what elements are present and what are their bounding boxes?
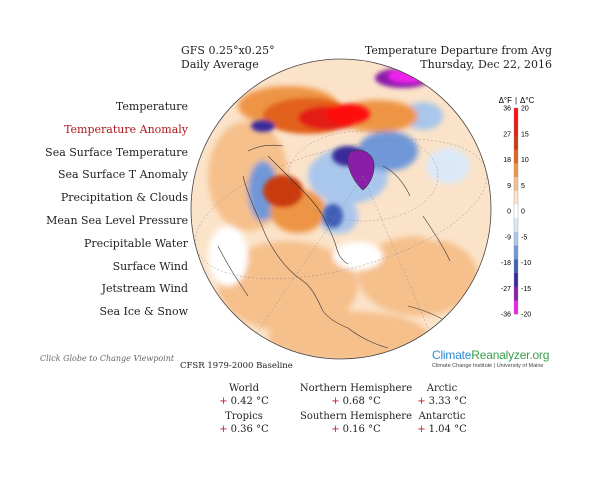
menu-item-precipitation-clouds[interactable]: Precipitation & Clouds xyxy=(60,191,188,205)
stat-label: Northern Hemisphere xyxy=(299,383,413,394)
legend-tick-f: 9 xyxy=(507,183,511,190)
model-resolution: GFS 0.25°x0.25° xyxy=(181,44,275,57)
stat-value: 0.68 °C xyxy=(342,396,381,407)
legend-swatch xyxy=(514,108,518,123)
stat-tropics: Tropics +0.36 °C xyxy=(184,410,304,436)
legend-frame xyxy=(513,107,519,315)
stat-sign: + xyxy=(417,424,426,435)
legend-swatch xyxy=(514,259,518,274)
legend-swatch xyxy=(514,286,518,301)
legend-tick-c: -20 xyxy=(521,312,531,319)
legend-tick-c: -15 xyxy=(521,286,531,293)
stat-southern-hemisphere: Southern Hemisphere +0.16 °C xyxy=(296,410,416,436)
legend-tick-c: -5 xyxy=(521,234,527,241)
stat-sign: + xyxy=(417,396,426,407)
stat-value: 0.36 °C xyxy=(230,424,269,435)
stat-northern-hemisphere: Northern Hemisphere +0.68 °C xyxy=(296,382,416,408)
globe-hint: Click Globe to Change Viewpoint xyxy=(40,354,175,363)
legend-colorbar xyxy=(513,107,519,315)
legend-tick-f: 0 xyxy=(507,209,511,216)
menu-item-mean-sea-level-pressure[interactable]: Mean Sea Level Pressure xyxy=(46,213,188,227)
legend-swatch xyxy=(514,300,518,315)
legend-swatch xyxy=(514,149,518,164)
legend-header-sep: | xyxy=(515,96,517,105)
coastlines xyxy=(217,144,457,349)
stat-sign: + xyxy=(331,424,340,435)
menu-item-temperature[interactable]: Temperature xyxy=(115,100,188,113)
anomaly-field xyxy=(191,59,491,359)
stat-sign: + xyxy=(219,424,228,435)
model-period: Daily Average xyxy=(181,58,259,71)
menu-item-temperature-anomaly[interactable]: Temperature Anomaly xyxy=(64,122,188,136)
variable-menu: Temperature Temperature Anomaly Sea Surf… xyxy=(45,96,188,324)
menu-item-sea-surface-temperature[interactable]: Sea Surface Temperature xyxy=(45,145,188,159)
globe[interactable] xyxy=(188,56,494,362)
menu-item-precipitable-water[interactable]: Precipitable Water xyxy=(83,236,188,250)
legend-tick-c: 0 xyxy=(521,209,525,216)
legend-swatch xyxy=(514,204,518,219)
legend-tick-f: -27 xyxy=(501,286,511,293)
legend-tick-f: 27 xyxy=(503,131,511,138)
stat-sign: + xyxy=(219,396,228,407)
stat-label: Southern Hemisphere xyxy=(300,411,412,422)
legend-tick-f: 18 xyxy=(503,157,511,164)
legend-swatch xyxy=(514,176,518,191)
stat-label: Arctic xyxy=(426,383,458,394)
globe-outline xyxy=(190,58,492,360)
globe-map[interactable] xyxy=(188,56,494,362)
legend-swatch xyxy=(514,162,518,177)
legend-swatch xyxy=(514,135,518,150)
legend-header-c: Δ°C xyxy=(520,96,535,105)
legend-swatch xyxy=(514,121,518,136)
map-title: Temperature Departure from Avg xyxy=(364,44,552,57)
menu-item-surface-wind[interactable]: Surface Wind xyxy=(112,259,188,273)
legend-tick-f: -9 xyxy=(505,234,511,241)
stat-world: World +0.42 °C xyxy=(184,382,304,408)
brand-subtitle: Climate Change Institute | University of… xyxy=(432,363,544,369)
legend-swatch xyxy=(514,272,518,287)
stat-value: 3.33 °C xyxy=(428,396,467,407)
stat-value: 0.16 °C xyxy=(342,424,381,435)
legend-ticks: 36 20 27 15 18 10 9 5 0 0 -9 -5 -18 -10 -27 -15 -36 -20 xyxy=(501,106,531,319)
legend-swatch xyxy=(514,190,518,205)
legend-tick-c: 5 xyxy=(521,183,525,190)
baseline-label: CFSR 1979-2000 Baseline xyxy=(180,361,293,371)
stat-value: 0.42 °C xyxy=(230,396,269,407)
stat-label: World xyxy=(229,383,259,394)
menu-item-sea-ice-snow[interactable]: Sea Ice & Snow xyxy=(99,305,188,319)
legend-swatch xyxy=(514,231,518,246)
legend-tick-c: 10 xyxy=(521,157,529,164)
legend-tick-c: 20 xyxy=(521,106,529,113)
stat-label: Antarctic xyxy=(418,411,466,422)
brand-name: ClimateReanalyzer.org xyxy=(432,348,550,362)
menu-item-jetstream-wind[interactable]: Jetstream Wind xyxy=(101,282,188,296)
stat-label: Tropics xyxy=(225,411,263,422)
legend-tick-c: -10 xyxy=(521,260,531,267)
legend-tick-f: 36 xyxy=(503,106,511,113)
legend-header-f: Δ°F xyxy=(499,96,513,105)
map-date: Thursday, Dec 22, 2016 xyxy=(420,58,552,71)
stat-arctic: Arctic +3.33 °C xyxy=(382,382,502,408)
stat-sign: + xyxy=(331,396,340,407)
menu-item-sea-surface-t-anomaly[interactable]: Sea Surface T Anomaly xyxy=(58,168,188,182)
brand[interactable]: ClimateReanalyzer.org Climate Change Ins… xyxy=(432,348,552,369)
stat-value: 1.04 °C xyxy=(428,424,467,435)
anomaly-legend: Δ°F | Δ°C 36 20 27 15 18 10 9 5 0 0 -9 -5 -18 -10 -27 -… xyxy=(499,96,535,319)
legend-swatch xyxy=(514,217,518,232)
legend-tick-f: -18 xyxy=(501,260,511,267)
model-info: GFS 0.25°x0.25° Daily Average xyxy=(181,44,275,72)
legend-swatch xyxy=(514,245,518,260)
stat-antarctic: Antarctic +1.04 °C xyxy=(382,410,502,436)
map-info: Temperature Departure from Avg Thursday,… xyxy=(365,44,552,72)
legend-tick-c: 15 xyxy=(521,131,529,138)
legend-tick-f: -36 xyxy=(501,312,511,319)
